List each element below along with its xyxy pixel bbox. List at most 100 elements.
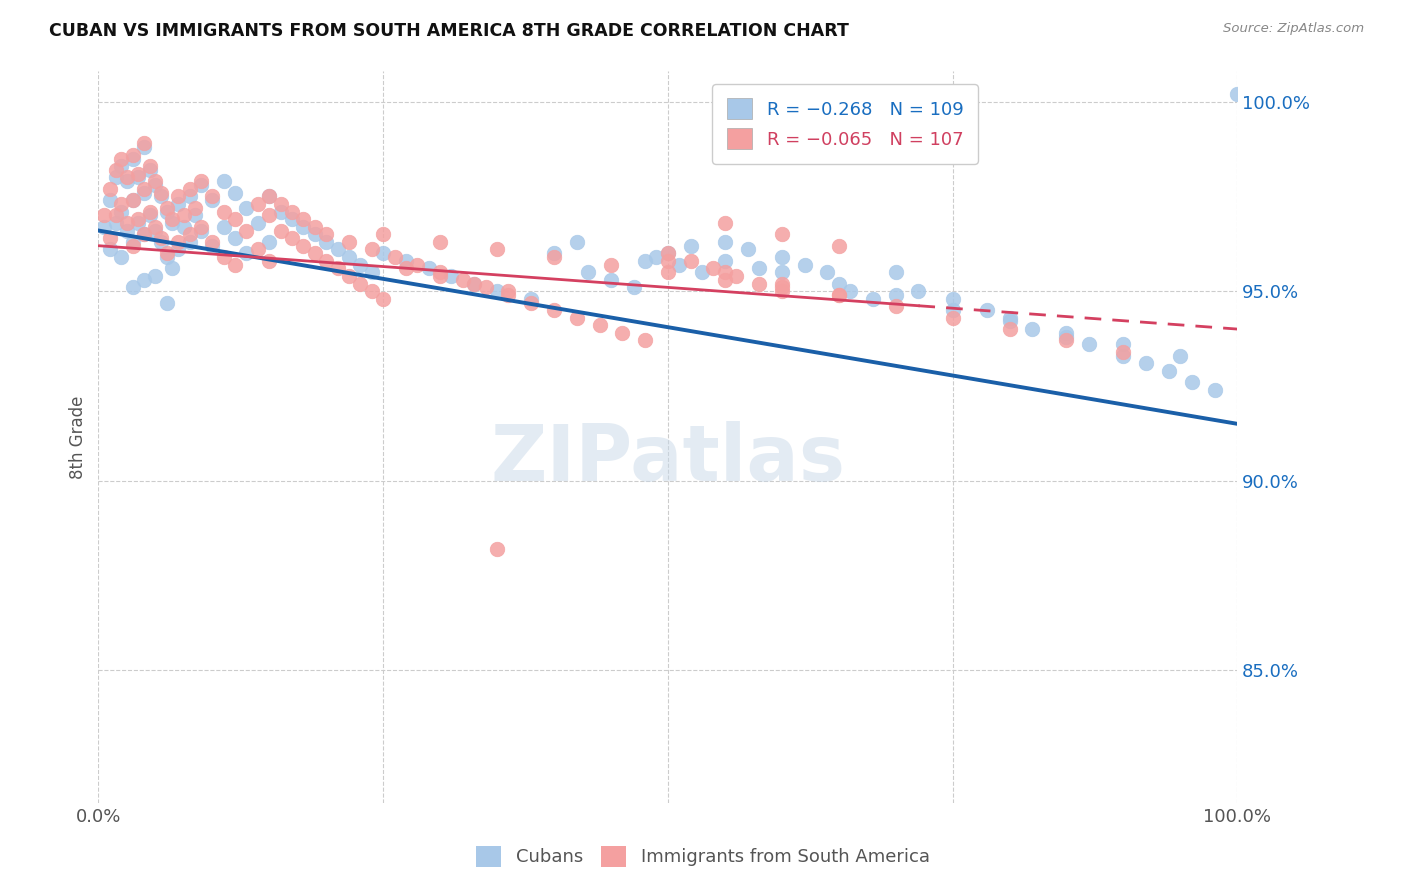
Point bbox=[498, 288, 520, 302]
Point bbox=[543, 250, 565, 264]
Point bbox=[657, 265, 679, 279]
Point bbox=[600, 273, 623, 287]
Point bbox=[132, 182, 155, 196]
Point bbox=[259, 253, 281, 268]
Point bbox=[179, 189, 201, 203]
Point bbox=[179, 182, 201, 196]
Point bbox=[612, 326, 634, 340]
Point bbox=[212, 219, 235, 234]
Point bbox=[360, 265, 382, 279]
Point bbox=[828, 277, 851, 291]
Point bbox=[190, 223, 212, 237]
Point bbox=[349, 277, 371, 291]
Point bbox=[167, 189, 190, 203]
Point bbox=[463, 277, 485, 291]
Point bbox=[212, 204, 235, 219]
Legend: R = −0.268   N = 109, R = −0.065   N = 107: R = −0.268 N = 109, R = −0.065 N = 107 bbox=[713, 84, 977, 163]
Point bbox=[259, 189, 281, 203]
Point bbox=[304, 246, 326, 260]
Legend: Cubans, Immigrants from South America: Cubans, Immigrants from South America bbox=[470, 838, 936, 874]
Point bbox=[156, 201, 179, 215]
Point bbox=[360, 284, 382, 298]
Point bbox=[121, 152, 143, 166]
Point bbox=[657, 253, 679, 268]
Point bbox=[429, 235, 451, 249]
Point bbox=[748, 277, 770, 291]
Point bbox=[132, 186, 155, 200]
Point bbox=[634, 334, 657, 348]
Point bbox=[145, 178, 167, 192]
Point bbox=[828, 238, 851, 252]
Point bbox=[600, 258, 623, 272]
Point bbox=[138, 204, 160, 219]
Point bbox=[371, 246, 394, 260]
Point bbox=[668, 258, 690, 272]
Point bbox=[520, 295, 543, 310]
Point bbox=[714, 235, 737, 249]
Point bbox=[520, 292, 543, 306]
Point bbox=[98, 182, 121, 196]
Point bbox=[201, 235, 224, 249]
Point bbox=[349, 258, 371, 272]
Point bbox=[235, 223, 257, 237]
Point bbox=[1135, 356, 1157, 370]
Point bbox=[184, 208, 207, 222]
Point bbox=[828, 288, 851, 302]
Point bbox=[1181, 375, 1204, 389]
Point bbox=[770, 250, 793, 264]
Point bbox=[121, 235, 143, 249]
Point bbox=[115, 223, 138, 237]
Point bbox=[942, 310, 965, 325]
Point bbox=[270, 204, 292, 219]
Point bbox=[145, 223, 167, 237]
Point bbox=[292, 219, 315, 234]
Point bbox=[173, 208, 195, 222]
Point bbox=[645, 250, 668, 264]
Point bbox=[315, 253, 337, 268]
Point bbox=[543, 303, 565, 318]
Point bbox=[281, 212, 304, 227]
Point bbox=[657, 246, 679, 260]
Point bbox=[98, 231, 121, 245]
Point bbox=[104, 162, 127, 177]
Point bbox=[486, 284, 509, 298]
Point bbox=[145, 174, 167, 188]
Point bbox=[942, 303, 965, 318]
Point bbox=[150, 231, 173, 245]
Point bbox=[201, 238, 224, 252]
Point bbox=[145, 268, 167, 283]
Point bbox=[793, 258, 815, 272]
Point bbox=[138, 208, 160, 222]
Point bbox=[1054, 329, 1078, 343]
Point bbox=[270, 223, 292, 237]
Point bbox=[235, 201, 257, 215]
Point bbox=[326, 243, 349, 257]
Point bbox=[884, 299, 907, 313]
Point bbox=[259, 189, 281, 203]
Point bbox=[429, 268, 451, 283]
Point bbox=[138, 162, 160, 177]
Point bbox=[156, 295, 179, 310]
Point bbox=[304, 219, 326, 234]
Point bbox=[998, 310, 1021, 325]
Point bbox=[770, 284, 793, 298]
Point bbox=[93, 208, 115, 222]
Point bbox=[138, 159, 160, 173]
Point bbox=[156, 250, 179, 264]
Point bbox=[292, 238, 315, 252]
Point bbox=[145, 219, 167, 234]
Point bbox=[1204, 383, 1226, 397]
Point bbox=[679, 253, 702, 268]
Point bbox=[1112, 337, 1135, 351]
Point bbox=[395, 253, 418, 268]
Point bbox=[1021, 322, 1043, 336]
Point bbox=[486, 541, 509, 556]
Point bbox=[156, 204, 179, 219]
Point bbox=[127, 216, 149, 230]
Point bbox=[828, 288, 851, 302]
Point bbox=[167, 197, 190, 211]
Point bbox=[224, 231, 246, 245]
Point bbox=[224, 186, 246, 200]
Point bbox=[474, 280, 496, 294]
Point bbox=[714, 273, 737, 287]
